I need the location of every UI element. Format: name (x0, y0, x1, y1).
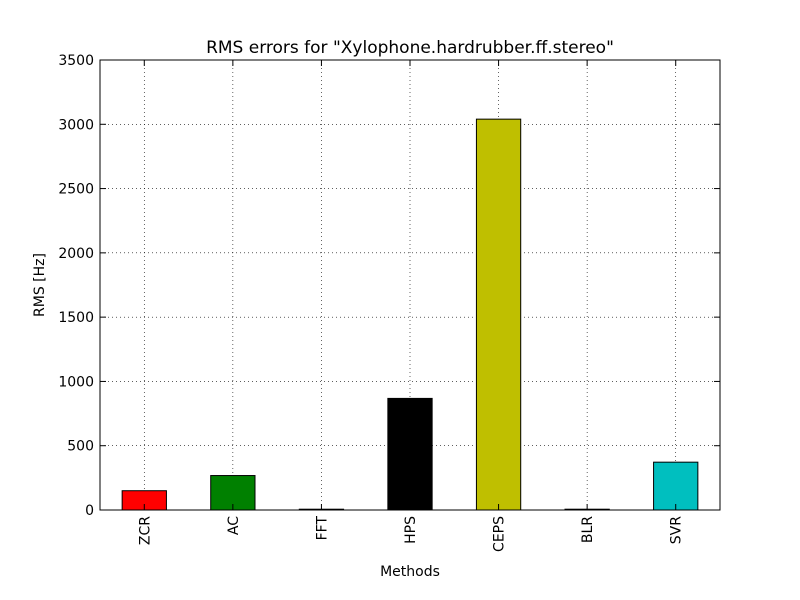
y-tick-label: 1500 (58, 310, 94, 326)
y-tick-label: 2500 (58, 182, 94, 198)
x-ticks: ZCR AC FFT HPS CEPS BLR SVR (137, 60, 685, 552)
bar-hps (387, 397, 433, 511)
y-tick-label: 1000 (58, 374, 94, 390)
x-tick-label-ceps: CEPS (492, 516, 508, 552)
x-axis-label: Methods (380, 564, 440, 580)
y-tick-label: 3000 (58, 117, 94, 133)
x-tick-label-zcr: ZCR (137, 516, 153, 545)
chart-title: RMS errors for "Xylophone.hardrubber.ff.… (206, 38, 614, 58)
bar-ceps (475, 118, 522, 511)
x-tick-label-ac: AC (226, 516, 242, 535)
y-tick-label: 3500 (58, 53, 94, 69)
y-tick-label: 2000 (58, 246, 94, 262)
x-tick-label-blr: BLR (580, 516, 596, 543)
x-tick-label-fft: FFT (314, 516, 330, 541)
bar-svr (653, 461, 699, 511)
y-tick-label: 0 (85, 503, 94, 519)
y-tick-label: 500 (67, 439, 94, 455)
x-tick-label-svr: SVR (669, 516, 685, 544)
y-axis-label: RMS [Hz] (32, 253, 48, 317)
bars-layer (121, 118, 699, 511)
x-tick-label-hps: HPS (403, 516, 419, 544)
y-ticks: 0 500 1000 1500 2000 2500 3000 3500 (58, 53, 720, 519)
